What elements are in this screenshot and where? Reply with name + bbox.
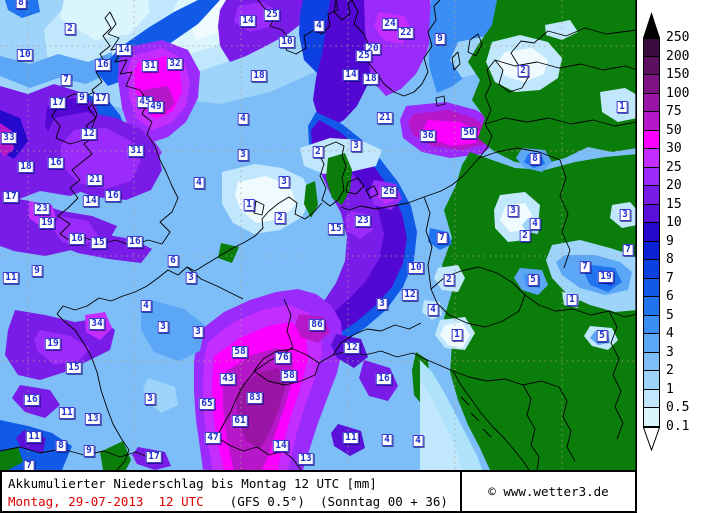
scale-tick-label: 5 bbox=[666, 307, 674, 323]
scale-tick-labels: 250 200 150 100 75 50 30 25 20 15 10 9 8 7 6 5 4 3 2 1 0.5 0.… bbox=[666, 12, 703, 464]
scale-color-box bbox=[643, 278, 660, 297]
scale-color-box bbox=[643, 408, 660, 427]
scale-below-min-arrow-icon bbox=[643, 426, 660, 451]
scale-tick-label: 10 bbox=[666, 215, 682, 230]
scale-tick-label: 4 bbox=[666, 326, 674, 341]
scale-color-box bbox=[643, 38, 660, 57]
map-model-run: (GFS 0.5°) (Sonntag 00 + 36) bbox=[229, 494, 448, 509]
scale-tick-label: 9 bbox=[666, 233, 674, 249]
scale-tick-label: 2 bbox=[666, 363, 674, 378]
scale-color-box bbox=[643, 315, 660, 334]
map-subtitle-line: Montag, 29-07-2013 12 UTC (GFS 0.5°) (Son… bbox=[8, 493, 454, 511]
scale-tick-label: 0.1 bbox=[666, 418, 690, 434]
scale-above-max-arrow-icon bbox=[643, 12, 660, 38]
scale-color-box bbox=[643, 371, 660, 390]
scale-color-box bbox=[643, 186, 660, 205]
scale-color-box bbox=[643, 260, 660, 279]
scale-tick-label: 7 bbox=[666, 270, 674, 286]
scale-color-box bbox=[643, 297, 660, 316]
scale-color-box bbox=[643, 130, 660, 149]
scale-tick-label: 25 bbox=[666, 159, 682, 175]
scale-tick-label: 6 bbox=[666, 289, 674, 304]
scale-tick-label: 100 bbox=[666, 85, 690, 101]
map-valid-datetime: Montag, 29-07-2013 12 UTC bbox=[8, 494, 204, 509]
scale-color-box bbox=[643, 241, 660, 260]
caption-box: Akkumulierter Niederschlag bis Montag 12… bbox=[0, 470, 462, 513]
scale-tick-label: 200 bbox=[666, 48, 690, 64]
scale-color-box bbox=[643, 56, 660, 75]
scale-color-box bbox=[643, 334, 660, 353]
scale-color-box bbox=[643, 352, 660, 371]
scale-tick-label: 30 bbox=[666, 141, 682, 156]
scale-tick-label: 15 bbox=[666, 196, 682, 212]
scale-tick-label: 8 bbox=[666, 252, 674, 267]
scale-color-box bbox=[643, 167, 660, 186]
caption-bar: Akkumulierter Niederschlag bis Montag 12… bbox=[0, 470, 637, 513]
map-title: Akkumulierter Niederschlag bis Montag 12… bbox=[8, 476, 377, 491]
scale-tick-label: 20 bbox=[666, 178, 682, 193]
credit-text: © www.wetter3.de bbox=[488, 484, 609, 499]
scale-color-box bbox=[643, 223, 660, 242]
scale-color-boxes bbox=[643, 38, 660, 427]
scale-tick-label: 250 bbox=[666, 30, 690, 45]
scale-tick-label: 150 bbox=[666, 67, 690, 82]
europe-precipitation-map bbox=[0, 0, 637, 470]
scale-tick-label: 1 bbox=[666, 381, 674, 397]
scale-tick-label: 50 bbox=[666, 122, 682, 138]
map-area: 8 2 10 14 16 31 32 7 9 17 17 45 49 12 33 31 14 25 4 24 22 10 2… bbox=[0, 0, 637, 470]
scale-color-box bbox=[643, 204, 660, 223]
scale-color-box bbox=[643, 112, 660, 131]
scale-tick-label: 0.5 bbox=[666, 400, 690, 415]
scale-color-box bbox=[643, 93, 660, 112]
scale-tick-label: 75 bbox=[666, 104, 682, 119]
scale-color-box bbox=[643, 389, 660, 408]
scale-tick-label: 3 bbox=[666, 344, 674, 360]
credit-box: © www.wetter3.de bbox=[460, 470, 637, 513]
scale-color-box bbox=[643, 149, 660, 168]
scale-color-box bbox=[643, 75, 660, 94]
precipitation-color-scale: 250 200 150 100 75 50 30 25 20 15 10 9 8 7 6 5 4 3 2 1 0.5 0.… bbox=[643, 12, 703, 464]
